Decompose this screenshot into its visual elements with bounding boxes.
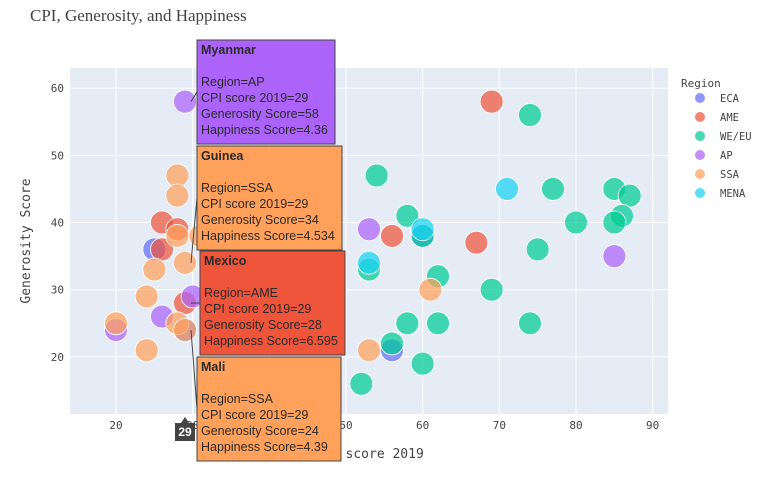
data-point[interactable] [519, 312, 542, 335]
data-point[interactable] [465, 231, 488, 254]
data-point[interactable] [603, 211, 626, 234]
data-point[interactable] [419, 278, 442, 301]
data-point[interactable] [496, 177, 519, 200]
legend-marker[interactable] [695, 169, 705, 179]
tooltip-line: Generosity Score=28 [204, 318, 322, 332]
data-point[interactable] [618, 184, 641, 207]
data-point[interactable] [396, 312, 419, 335]
tooltip-line: CPI score 2019=29 [201, 197, 308, 211]
tooltip-country: Myanmar [201, 43, 256, 57]
data-point[interactable] [166, 224, 189, 247]
chart-title: CPI, Generosity, and Happiness [30, 6, 247, 26]
data-point[interactable] [166, 184, 189, 207]
data-point[interactable] [358, 251, 381, 274]
data-point[interactable] [143, 258, 166, 281]
tooltip-line: Region=SSA [201, 392, 274, 406]
data-point[interactable] [174, 90, 197, 113]
data-point[interactable] [480, 278, 503, 301]
data-point[interactable] [565, 211, 588, 234]
tooltip-line: Happiness Score=4.36 [201, 123, 328, 137]
y-axis-title: Generosity Score [19, 178, 34, 303]
data-point[interactable] [358, 339, 381, 362]
data-point[interactable] [411, 352, 434, 375]
legend-marker[interactable] [695, 131, 705, 141]
legend-item-label[interactable]: AP [720, 150, 733, 162]
y-tick-label: 30 [51, 284, 64, 297]
y-tick-label: 60 [51, 82, 64, 95]
y-tick-label: 20 [51, 351, 64, 364]
x-tick-label: 90 [646, 419, 659, 432]
tooltip-line: Generosity Score=34 [201, 213, 319, 227]
x-tick-label: 80 [569, 419, 582, 432]
tooltip-line: Happiness Score=4.39 [201, 440, 328, 454]
data-point[interactable] [480, 90, 503, 113]
tooltip-line: CPI score 2019=29 [201, 91, 308, 105]
tooltip-line: CPI score 2019=29 [201, 408, 308, 422]
data-point[interactable] [603, 245, 626, 268]
legend-item-label[interactable]: MENA [720, 188, 746, 200]
tooltip-line: Region=AME [204, 286, 278, 300]
data-point[interactable] [381, 224, 404, 247]
legend-item-label[interactable]: AME [720, 112, 739, 124]
tooltip-line: CPI score 2019=29 [204, 302, 311, 316]
data-point[interactable] [105, 312, 128, 335]
tooltip-country: Guinea [201, 149, 244, 163]
data-point[interactable] [135, 285, 158, 308]
y-tick-label: 40 [51, 217, 64, 230]
tooltip-country: Mexico [204, 254, 247, 268]
x-tick-label: 60 [416, 419, 429, 432]
legend-marker[interactable] [695, 150, 705, 160]
data-point[interactable] [381, 332, 404, 355]
legend-marker[interactable] [695, 188, 705, 198]
y-tick-label: 50 [51, 149, 64, 162]
legend-marker[interactable] [695, 93, 705, 103]
data-point[interactable] [135, 339, 158, 362]
data-point[interactable] [166, 164, 189, 187]
legend-title: Region [681, 77, 721, 90]
x-tick-label: 20 [109, 419, 122, 432]
tooltip-line: Generosity Score=24 [201, 424, 319, 438]
tooltip-line: Region=SSA [201, 181, 274, 195]
x-tick-label: 70 [493, 419, 506, 432]
data-point[interactable] [526, 238, 549, 261]
data-point[interactable] [542, 177, 565, 200]
data-point[interactable] [358, 218, 381, 241]
data-point[interactable] [174, 251, 197, 274]
data-point[interactable] [519, 104, 542, 127]
tooltip-country: Mali [201, 360, 225, 374]
tooltip-line: Happiness Score=6.595 [204, 334, 338, 348]
data-point[interactable] [427, 312, 450, 335]
x-spike-label: 29 [178, 425, 192, 439]
data-point[interactable] [365, 164, 388, 187]
legend-marker[interactable] [695, 112, 705, 122]
legend-item-label[interactable]: SSA [720, 169, 740, 181]
legend-item-label[interactable]: WE/EU [720, 131, 752, 143]
tooltip-line: Happiness Score=4.534 [201, 229, 335, 243]
tooltip-line: Region=AP [201, 75, 265, 89]
data-point[interactable] [174, 319, 197, 342]
legend-item-label[interactable]: ECA [720, 93, 740, 105]
tooltip-line: Generosity Score=58 [201, 107, 319, 121]
data-point[interactable] [350, 372, 373, 395]
data-point[interactable] [411, 218, 434, 241]
